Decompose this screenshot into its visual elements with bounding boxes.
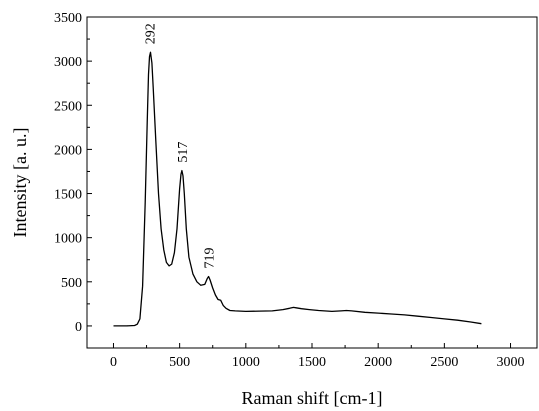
y-tick-label: 1000 <box>54 232 82 247</box>
x-tick-label: 500 <box>169 355 190 370</box>
x-axis-title: Raman shift [cm-1] <box>242 388 383 408</box>
y-tick-label: 2500 <box>54 99 82 114</box>
y-tick-label: 3500 <box>54 11 82 26</box>
x-tick-label: 3000 <box>497 355 525 370</box>
y-tick-label: 3000 <box>54 55 82 70</box>
y-axis-title: Intensity [a. u.] <box>10 128 30 238</box>
x-tick-label: 1000 <box>232 355 260 370</box>
peak-label: 719 <box>203 248 218 269</box>
peak-label: 517 <box>176 142 191 163</box>
y-tick-label: 2000 <box>54 143 82 158</box>
y-tick-label: 1500 <box>54 188 82 203</box>
plot-area-frame <box>86 16 538 349</box>
x-tick-label: 0 <box>110 355 117 370</box>
x-tick-label: 1500 <box>298 355 326 370</box>
y-tick-label: 500 <box>61 276 82 291</box>
x-tick-label: 2500 <box>430 355 458 370</box>
peak-label: 292 <box>143 23 158 44</box>
spectrum-line <box>113 51 482 327</box>
y-tick-label: 0 <box>75 320 82 335</box>
x-tick-label: 2000 <box>364 355 392 370</box>
